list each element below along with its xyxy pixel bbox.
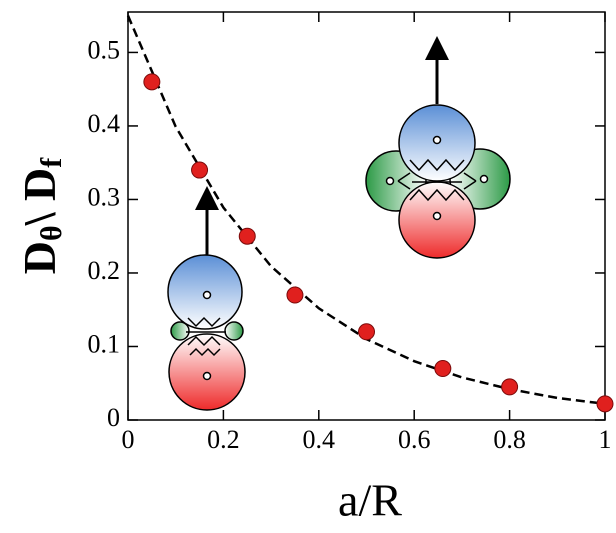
x-tick-label: 0.2 [207,425,240,454]
data-point [596,395,614,413]
x-axis-label: a/R [338,475,402,526]
data-point [358,323,375,341]
data-point [143,73,161,91]
x-tick-label: 0.4 [303,425,336,454]
y-tick-label: 0.4 [88,109,121,138]
y-label-part: \ D [14,168,65,227]
data-point [238,227,256,245]
x-tick-label: 0.6 [398,425,431,454]
illustration [167,36,511,411]
y-label-sub: f [35,157,68,168]
y-tick-label: 0.1 [88,329,121,358]
y-axis-label: Dθ\ Df [14,157,68,274]
y-tick-label: 0.2 [88,256,121,285]
y-tick-label: 0.3 [88,182,121,211]
x-tick-label: 0 [122,425,135,454]
plot-frame [127,11,606,421]
data-point [434,360,452,378]
x-tick-label: 0.8 [493,425,526,454]
data-point [286,286,304,304]
y-label-part: D [14,241,65,274]
y-label-sub: θ [35,225,68,241]
data-point [501,378,519,396]
y-tick-label: 0 [107,403,120,432]
y-tick-label: 0.5 [88,35,121,64]
data-point [191,161,209,179]
x-tick-label: 1 [599,425,612,454]
